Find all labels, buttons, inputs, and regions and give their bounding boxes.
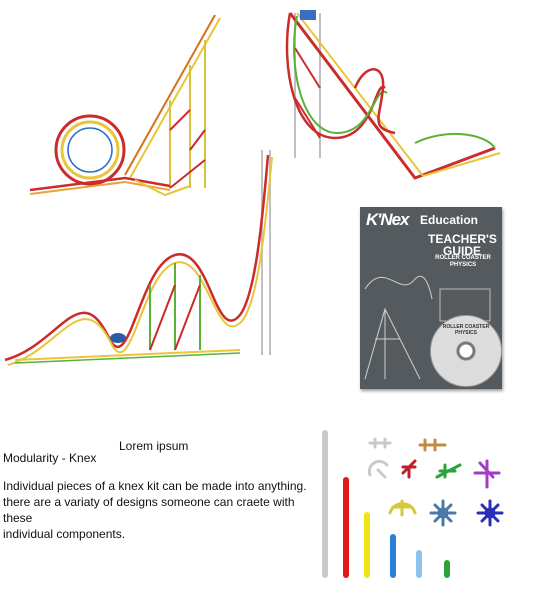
loop-coaster-image xyxy=(30,14,221,197)
knex-parts-image xyxy=(322,430,504,578)
hill-coaster-image xyxy=(4,150,273,366)
guide-title: TEACHER'S GUIDE xyxy=(428,232,497,258)
knex-logo: K'Nex xyxy=(366,210,410,229)
education-label: Education xyxy=(420,213,479,227)
tower-coaster-image xyxy=(285,10,501,180)
description-paragraph: Individual pieces of a knex kit can be m… xyxy=(3,479,307,541)
cd-disc: ROLLER COASTER PHYSICS xyxy=(430,315,502,387)
lorem-ipsum-text: Lorem ipsum xyxy=(119,439,189,453)
modularity-heading: Modularity - Knex xyxy=(3,451,97,465)
teachers-guide-booklet: K'Nex Education TEACHER'S GUIDE ROLLER C… xyxy=(360,207,502,389)
guide-topic: ROLLER COASTER PHYSICS xyxy=(435,255,491,268)
